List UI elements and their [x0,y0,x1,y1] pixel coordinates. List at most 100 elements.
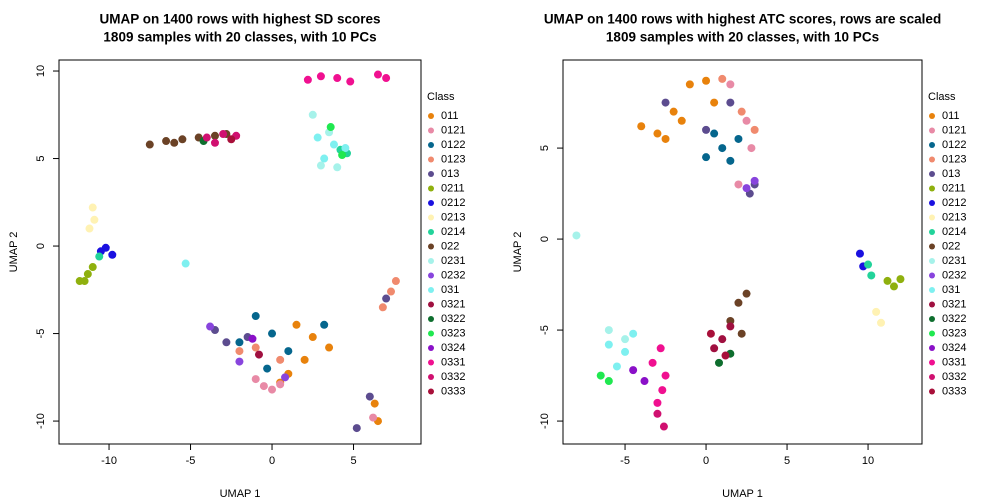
legend-label: 0322 [441,313,465,325]
point [637,122,646,131]
point [604,377,613,386]
point [734,298,743,307]
point [737,107,746,116]
point [210,138,219,147]
y-axis-label: UMAP 2 [512,232,524,273]
point [387,287,396,296]
legend-label: 0214 [441,226,465,238]
point [596,371,605,380]
legend-label: 0211 [942,182,966,194]
point [867,271,876,280]
legend-label: 0321 [942,298,966,310]
point [219,130,228,139]
legend-swatch [929,113,935,119]
legend-swatch [428,113,434,119]
legend-swatch [428,374,434,380]
point [268,329,277,338]
point [661,98,670,107]
y-tick-label: -5 [35,329,47,339]
point [653,409,662,418]
point [378,303,387,312]
point [370,399,379,408]
legend-label: 031 [441,284,459,296]
legend-label: 0231 [942,255,966,267]
x-tick-label: 0 [703,455,709,467]
point [162,137,171,146]
legend-label: 0332 [441,371,465,383]
legend-label: 0213 [942,211,966,223]
chart-title: UMAP on 1400 rows with highest SD scores [99,12,380,27]
x-tick-label: -5 [186,455,196,467]
point [742,184,751,193]
point [612,362,621,371]
point [685,80,694,89]
point [326,123,335,132]
point [259,382,268,391]
point [329,140,338,149]
point [742,289,751,298]
legend-label: 022 [441,240,459,252]
point [300,355,309,364]
legend-swatch [428,185,434,192]
point [308,333,317,342]
point [352,424,361,433]
y-tick-label: -10 [539,413,551,429]
y-tick-label: -10 [35,413,47,429]
point [333,74,342,83]
legend-label: 0213 [441,211,465,223]
point [658,386,667,395]
legend-swatch [929,345,935,351]
legend-swatch [428,214,434,221]
x-tick-label: 5 [784,455,790,467]
legend-label: 0322 [942,313,966,325]
point [629,366,638,375]
legend-swatch [929,156,935,163]
point [365,392,374,401]
point [604,340,613,349]
point [889,282,898,291]
point [726,98,735,107]
point [737,329,746,338]
legend-swatch [428,229,434,235]
point [604,326,613,335]
point [145,140,154,149]
point [864,260,873,269]
legend-swatch [929,287,935,293]
point [648,358,657,367]
point [88,263,97,272]
point [621,347,630,356]
point [341,144,350,153]
legend-swatch [428,345,434,351]
legend-swatch [428,127,434,134]
point [718,335,727,344]
point [742,116,751,125]
legend-swatch [929,359,935,366]
legend-swatch [428,316,434,322]
y-tick-label: 0 [539,236,551,242]
point [726,80,735,89]
point [710,344,719,353]
point [656,344,665,353]
y-tick-label: 10 [35,65,47,77]
point [702,153,711,162]
chart-subtitle: 1809 samples with 20 classes, with 10 PC… [103,30,376,45]
point [669,107,678,116]
x-tick-label: 0 [269,455,275,467]
legend-swatch [428,142,434,148]
y-tick-label: 5 [539,145,551,151]
point [640,377,649,386]
point [726,156,735,165]
point [83,270,92,279]
legend-swatch [929,330,935,337]
legend-swatch [428,330,434,337]
legend-label: 0324 [441,342,465,354]
point [263,364,272,373]
point [710,98,719,107]
point [316,72,325,81]
legend-swatch [929,374,935,380]
legend-label: 0214 [942,226,966,238]
legend-label: 011 [942,110,960,122]
point [181,259,190,268]
point [855,249,864,258]
